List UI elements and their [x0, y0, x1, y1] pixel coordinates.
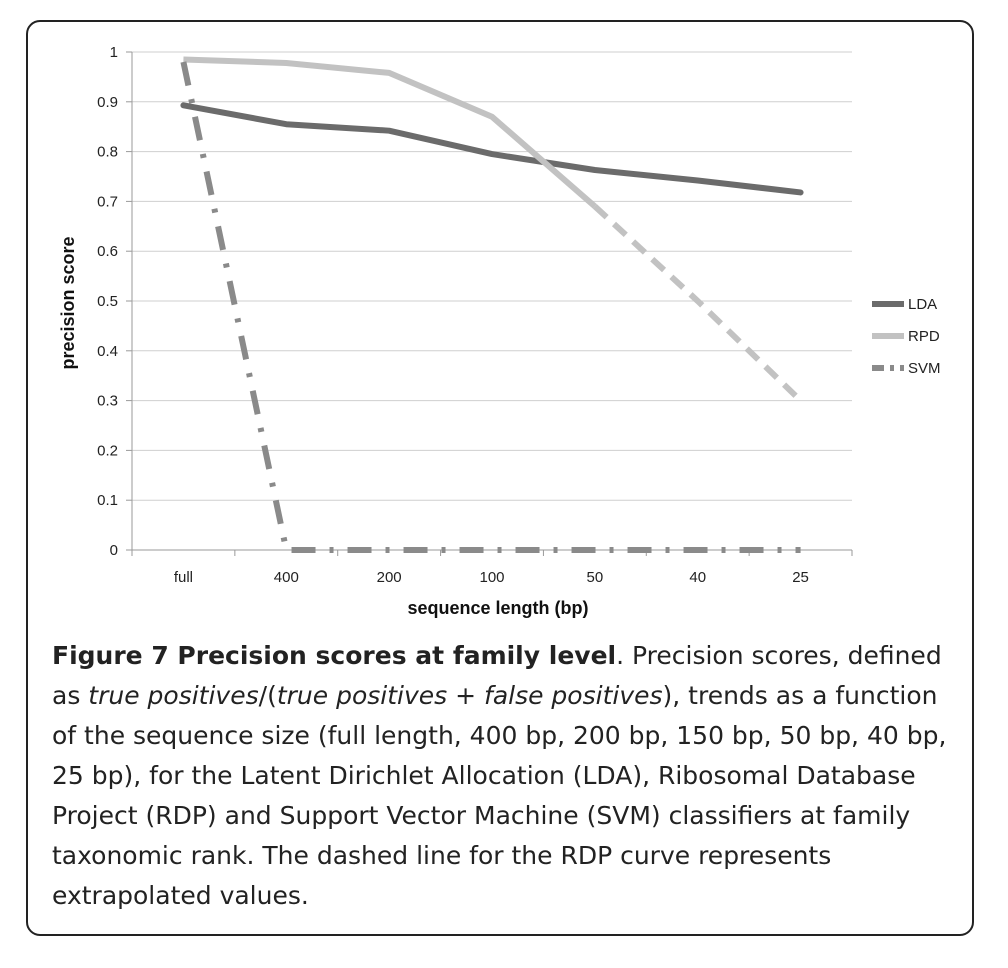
caption-text-1: . Precision scores, defined as	[52, 641, 942, 710]
y-tick-label: 1	[110, 44, 118, 61]
y-tick-label: 0.8	[97, 144, 118, 161]
axis-layer: 0 0.1 0.2 0.3 0.4 0.5 0.6 0.7 0.8 0.9 1 full 400 200 1…	[58, 44, 853, 618]
series-line-lda	[180, 102, 804, 196]
x-tick-label: 40	[689, 569, 706, 586]
y-tick-label: 0.7	[97, 193, 118, 210]
legend-label-rpd: RPD	[908, 328, 940, 345]
series-layer	[180, 56, 804, 553]
caption-em-2: true positives	[276, 681, 448, 710]
y-tick-label: 0.9	[97, 94, 118, 111]
caption-text-4: ), trends as a function of the sequence …	[52, 681, 947, 910]
caption-title: Figure 7 Precision scores at family leve…	[52, 641, 617, 670]
legend-label-lda: LDA	[908, 296, 937, 313]
caption-em-3: false positives	[484, 681, 663, 710]
series-line-rpd	[183, 56, 597, 209]
legend-label-svm: SVM	[908, 360, 941, 377]
series-line-svm	[180, 61, 801, 553]
x-axis-label: sequence length (bp)	[407, 598, 588, 618]
caption-em-1: true positives	[88, 681, 259, 710]
x-tick-label: 400	[274, 569, 299, 586]
y-tick-label: 0.3	[97, 393, 118, 410]
y-tick-label: 0.4	[97, 343, 118, 360]
x-tick-label: full	[174, 569, 193, 586]
caption-text-2: /(	[258, 681, 277, 710]
x-tick-label: 100	[479, 569, 504, 586]
x-tick-label: 25	[792, 569, 809, 586]
legend: LDA RPD SVM	[872, 296, 941, 377]
y-tick-label: 0.5	[97, 293, 118, 310]
y-tick-label: 0	[110, 542, 118, 559]
series-line-rpd-extrapolated	[592, 204, 803, 403]
y-axis-label: precision score	[58, 236, 78, 369]
figure-caption: Figure 7 Precision scores at family leve…	[52, 636, 964, 916]
grid-layer	[132, 51, 852, 501]
caption-text-3: +	[447, 681, 485, 710]
y-tick-label: 0.6	[97, 243, 118, 260]
x-tick-label: 50	[587, 569, 604, 586]
x-tick-label: 200	[377, 569, 402, 586]
y-tick-label: 0.1	[97, 492, 118, 509]
line-chart: 0 0.1 0.2 0.3 0.4 0.5 0.6 0.7 0.8 0.9 1 full 400 200 1…	[58, 44, 941, 618]
y-tick-label: 0.2	[97, 442, 118, 459]
figure-frame	[26, 20, 974, 936]
